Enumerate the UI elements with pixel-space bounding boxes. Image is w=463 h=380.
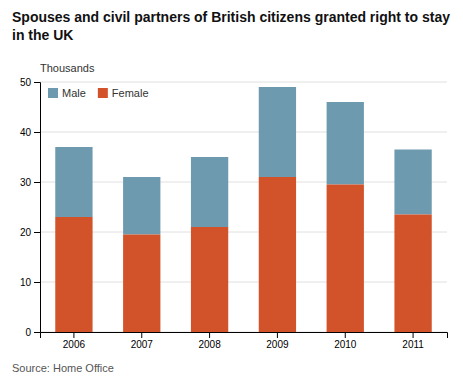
bar — [191, 227, 228, 332]
y-axis-label: Thousands — [40, 62, 95, 74]
bar — [327, 102, 364, 185]
x-tick: 2010 — [334, 332, 357, 350]
x-tick-mark — [209, 332, 210, 338]
legend-swatch — [48, 88, 58, 98]
x-tick-label: 2010 — [334, 339, 357, 350]
x-tick: 2006 — [63, 332, 86, 350]
bar — [123, 235, 160, 333]
x-tick-label: 2009 — [266, 339, 289, 350]
legend-item: Female — [98, 87, 149, 99]
bar — [327, 185, 364, 333]
y-tick: 0 — [25, 327, 40, 338]
x-axis-line — [41, 333, 448, 339]
legend-item: Male — [48, 87, 86, 99]
bars — [55, 87, 431, 332]
grid — [40, 82, 447, 332]
series — [55, 87, 431, 235]
title-line: in the UK — [12, 27, 73, 43]
bar — [259, 177, 296, 332]
annotation: Source: Home Office — [12, 362, 114, 374]
title: Spouses and civil partners of British ci… — [12, 9, 454, 43]
grid-line — [40, 282, 447, 283]
y-tick-label: 30 — [20, 177, 32, 188]
x-tick-label: 2007 — [131, 339, 154, 350]
x-tick: 2011 — [402, 332, 424, 350]
y-tick-label: 10 — [20, 277, 32, 288]
y-tick-mark — [34, 182, 40, 183]
y-tick-label: 50 — [20, 77, 32, 88]
bar — [394, 150, 431, 215]
x-tick-label: 2006 — [63, 339, 86, 350]
bar — [123, 177, 160, 235]
chart: Spouses and civil partners of British ci… — [0, 0, 463, 380]
y-tick: 20 — [20, 227, 40, 238]
y-tick-label: 20 — [20, 227, 32, 238]
y-tick: 40 — [20, 127, 40, 138]
plot: 0 10 20 30 40 50 2006 2007 2008 2009 2010 2011 Male F… — [20, 77, 448, 350]
legend-label: Female — [112, 87, 149, 99]
y-tick-mark — [34, 332, 40, 333]
grid-line — [40, 82, 447, 83]
y-tick: 30 — [20, 177, 40, 188]
bar — [55, 147, 92, 217]
y-tick-label: 0 — [25, 327, 31, 338]
bar — [55, 217, 92, 332]
y-tick-mark — [34, 282, 40, 283]
bar — [191, 157, 228, 227]
y-tick-label: 40 — [20, 127, 32, 138]
y-axis: 0 10 20 30 40 50 — [20, 77, 41, 338]
grid-line — [40, 182, 447, 183]
x-tick-label: 2011 — [402, 339, 424, 350]
x-tick-mark — [277, 332, 278, 338]
x-tick: 2008 — [198, 332, 221, 350]
title-line: Spouses and civil partners of British ci… — [12, 9, 454, 25]
legend-swatch — [98, 88, 108, 98]
x-tick-mark — [141, 332, 142, 338]
x-tick: 2009 — [266, 332, 289, 350]
grid-line — [40, 132, 447, 133]
x-tick-mark — [413, 332, 414, 338]
legend: Male Female — [48, 87, 149, 99]
y-tick-mark — [34, 132, 40, 133]
y-tick-mark — [34, 232, 40, 233]
grid-line — [40, 232, 447, 233]
legend-label: Male — [62, 87, 86, 99]
bar — [394, 215, 431, 333]
y-axis-line — [34, 83, 41, 333]
y-tick-mark — [34, 82, 40, 83]
bar — [259, 87, 296, 177]
y-tick: 10 — [20, 277, 40, 288]
x-tick-mark — [345, 332, 346, 338]
x-tick-label: 2008 — [198, 339, 221, 350]
x-axis: 2006 2007 2008 2009 2010 2011 — [41, 332, 448, 350]
x-tick-mark — [73, 332, 74, 338]
series — [55, 177, 431, 332]
y-tick: 50 — [20, 77, 40, 88]
x-tick: 2007 — [131, 332, 154, 350]
